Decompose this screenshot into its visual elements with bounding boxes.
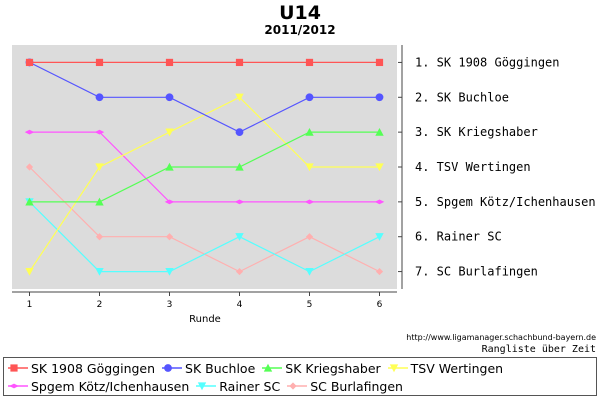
data-point [165,162,174,171]
data-point [389,364,398,373]
data-point [235,58,244,67]
data-point [165,233,174,241]
x-tick-label: 3 [167,300,173,310]
data-point [164,364,172,372]
data-point [375,127,384,136]
y-tick-label: 6. Rainer SC [415,230,502,244]
data-point [165,58,174,67]
y-tick-label: 3. SK Kriegshaber [415,125,538,139]
x-tick-label: 5 [307,300,313,310]
data-point [95,58,104,67]
series-sk-kriegshaber [25,127,384,206]
data-point [305,163,314,172]
data-point [235,233,244,241]
data-point [304,199,315,205]
chart-title: U14 [279,2,321,24]
data-point [25,58,34,67]
data-point [375,267,384,276]
legend-swatch [387,364,408,373]
data-point [234,199,245,205]
data-point [95,163,104,172]
data-point [95,93,104,102]
legend-item: SC Burlafingen [286,377,403,395]
legend-label: SC Burlafingen [310,378,403,394]
series-line [29,131,380,203]
y-tick-label: 4. TSV Wertingen [415,160,531,174]
data-point [164,199,175,205]
chart-subtitle: 2011/2012 [264,23,336,37]
data-point [24,129,35,135]
legend-label: SK Kriegshaber [285,360,381,376]
x-axis-label: Runde [189,314,221,325]
axes: 1 2 3 4 5 6 1. SK 1908 Göggingen 2. SK Buchloe 3… [12,45,596,310]
legend-swatch [287,382,308,390]
data-point [305,233,314,241]
legend-item: Rainer SC [195,377,280,395]
series-line [29,201,380,273]
legend-label: SK Buchloe [185,360,256,376]
data-point [25,163,34,171]
data-point [305,267,314,276]
legend-item: SK Kriegshaber [261,359,381,377]
y-tick-label: 2. SK Buchloe [415,90,509,104]
data-point [375,163,384,172]
data-point [94,129,105,135]
series-line [29,61,380,133]
data-point [9,383,19,389]
legend-item: SK Buchloe [161,359,255,377]
data-point [165,267,174,276]
legend-swatch [8,364,28,372]
legend-swatch [162,364,183,372]
y-tick-label: 1. SK 1908 Göggingen [415,55,560,69]
legend-label: TSV Wertingen [410,360,504,376]
series-spgem-k-tz-ichenhausen [24,129,385,205]
data-point [375,233,384,241]
series-line [29,131,380,203]
legend-item: Spgem Kötz/Ichenhausen [7,377,189,395]
data-point [95,233,104,241]
data-point [305,58,314,67]
data-point [235,267,244,276]
data-point [165,128,174,137]
legend-label: SK 1908 Göggingen [31,360,156,376]
data-point [25,197,34,206]
x-tick-label: 1 [27,300,33,310]
legend-swatch [8,383,28,389]
legend-swatch [262,363,283,372]
legend-item: TSV Wertingen [387,359,503,377]
chart-footnote: Rangliste über Zeit [481,344,596,355]
series-sk-1908-g-ggingen [25,58,384,67]
source-url: http://www.ligamanager.schachbund-bayern… [406,333,596,342]
data-point [198,382,207,391]
legend-item: SK 1908 Göggingen [7,359,155,377]
legend-swatch [196,382,217,391]
legend-label: Spgem Kötz/Ichenhausen [31,378,190,394]
data-point [374,199,385,205]
data-point [235,162,244,171]
data-point [235,93,244,102]
data-point [165,93,174,102]
data-point [375,93,384,102]
x-tick-label: 2 [97,300,103,310]
data-point [10,364,18,372]
data-point [25,267,34,276]
data-point [305,127,314,136]
series-layer [24,58,385,276]
data-point [305,93,314,102]
legend-label: Rainer SC [219,378,281,394]
data-point [375,58,384,67]
x-tick-label: 4 [237,300,243,310]
legend: SK 1908 Göggingen SK Buchloe SK Kriegshabe… [3,357,597,396]
data-point [235,128,244,137]
data-point [264,363,273,372]
data-point [289,382,297,390]
y-tick-label: 5. Spgem Kötz/Ichenhausen [415,195,596,209]
data-point [95,197,104,206]
data-point [95,267,104,276]
y-tick-label: 7. SC Burlafingen [415,265,538,279]
x-tick-label: 6 [377,300,383,310]
